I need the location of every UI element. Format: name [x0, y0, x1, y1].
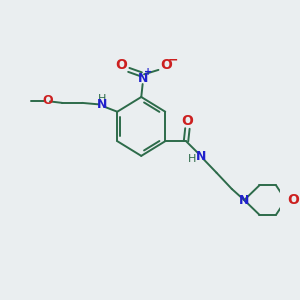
Text: O: O — [288, 193, 299, 207]
Text: O: O — [42, 94, 53, 107]
Text: O: O — [160, 58, 172, 72]
Text: N: N — [137, 72, 148, 85]
Text: H: H — [98, 94, 106, 104]
Text: N: N — [239, 194, 249, 207]
Text: H: H — [188, 154, 196, 164]
Text: O: O — [182, 114, 193, 128]
Text: +: + — [144, 67, 152, 77]
Text: N: N — [97, 98, 107, 111]
Text: −: − — [168, 54, 178, 67]
Text: O: O — [116, 58, 127, 72]
Text: N: N — [196, 150, 206, 163]
